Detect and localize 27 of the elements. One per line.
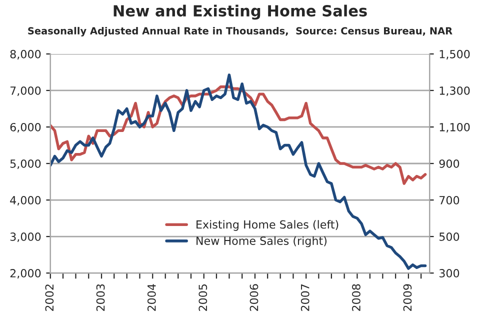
line-series bbox=[50, 74, 427, 270]
y2-tick-label: 700 bbox=[440, 196, 460, 204]
y-tick-label: 8,000 bbox=[10, 50, 41, 60]
y-tick-label: 5,000 bbox=[10, 159, 41, 170]
y2-tick-label: 500 bbox=[439, 232, 460, 241]
y-tick-label: 2,000 bbox=[10, 269, 41, 279]
x-tick-label: 2002 bbox=[45, 284, 54, 311]
legend-label: Existing Home Sales (left) bbox=[196, 220, 338, 231]
y2-tick-label: 900 bbox=[439, 159, 460, 168]
y2-tick-label: 300 bbox=[439, 269, 460, 278]
chart-subtitle: Seasonally Adjusted Annual Rate in Thousands, Source: Census Bureau, NAR bbox=[28, 26, 452, 36]
y-tick-label: 3,000 bbox=[10, 232, 41, 242]
y-tick-label: 7,000 bbox=[10, 86, 41, 96]
x-tick-label: 2005 bbox=[198, 284, 208, 311]
x-tick-label: 2004 bbox=[147, 284, 156, 311]
x-tick-label: 2009 bbox=[403, 284, 412, 311]
y2-tick-label: 1,300 bbox=[440, 86, 470, 96]
y2-tick-label: 1,100 bbox=[440, 122, 470, 132]
x-tick-label: 2007 bbox=[300, 284, 310, 311]
x-tick-label: 2006 bbox=[250, 284, 258, 311]
x-tick-label: 2008 bbox=[352, 284, 360, 311]
y-tick-label: 4,000 bbox=[10, 196, 41, 206]
legend-label: New Home Sales (right) bbox=[196, 236, 327, 248]
y-tick-label: 6,000 bbox=[10, 122, 41, 132]
y2-tick-label: 1,500 bbox=[440, 50, 470, 60]
x-tick-label: 2003 bbox=[96, 284, 105, 311]
chart-title: New and Existing Home Sales bbox=[114, 4, 367, 20]
